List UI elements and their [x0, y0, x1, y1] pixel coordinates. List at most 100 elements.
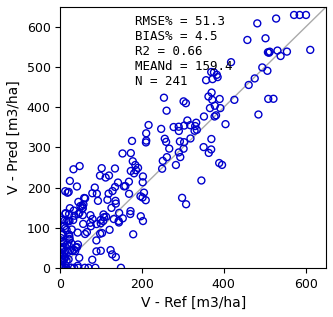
- Point: [94, 238, 99, 243]
- Point: [98, 231, 103, 236]
- Point: [116, 218, 121, 223]
- Point: [112, 184, 118, 190]
- Point: [67, 232, 72, 237]
- Point: [69, 227, 74, 232]
- Point: [71, 217, 76, 223]
- Point: [104, 214, 109, 219]
- Point: [278, 54, 283, 59]
- Point: [212, 114, 217, 119]
- Point: [84, 230, 90, 235]
- Point: [66, 243, 71, 248]
- Point: [88, 213, 93, 218]
- Point: [176, 124, 181, 129]
- Point: [266, 50, 272, 55]
- Point: [185, 118, 190, 123]
- Point: [115, 180, 121, 185]
- Point: [128, 209, 133, 214]
- Point: [74, 245, 80, 250]
- Point: [60, 258, 65, 263]
- Point: [58, 250, 63, 255]
- Point: [128, 211, 133, 217]
- Point: [127, 191, 132, 196]
- Point: [113, 198, 118, 204]
- Point: [80, 204, 85, 209]
- Point: [188, 136, 193, 141]
- Point: [95, 198, 101, 204]
- Point: [94, 249, 99, 254]
- Point: [207, 106, 213, 111]
- Point: [217, 96, 222, 101]
- Point: [67, 237, 72, 242]
- Point: [201, 114, 206, 119]
- Point: [144, 138, 149, 143]
- Point: [59, 258, 64, 263]
- Point: [110, 252, 115, 257]
- Point: [66, 257, 71, 262]
- Point: [74, 184, 80, 189]
- Point: [62, 256, 67, 261]
- Point: [60, 265, 65, 270]
- Point: [160, 166, 165, 171]
- Point: [69, 265, 74, 270]
- Point: [126, 179, 132, 184]
- Point: [138, 214, 144, 219]
- Point: [265, 68, 270, 73]
- Point: [94, 191, 100, 196]
- Point: [140, 195, 145, 200]
- Point: [206, 94, 211, 99]
- Point: [65, 242, 70, 247]
- Point: [65, 190, 70, 195]
- Point: [255, 21, 260, 26]
- Point: [107, 227, 112, 232]
- Point: [58, 265, 63, 270]
- Point: [211, 70, 217, 75]
- Point: [98, 217, 103, 223]
- Point: [92, 185, 98, 190]
- Point: [75, 263, 81, 268]
- Point: [232, 97, 237, 102]
- Point: [173, 162, 178, 167]
- Point: [183, 101, 188, 106]
- Point: [128, 168, 134, 173]
- Point: [193, 120, 199, 125]
- Point: [208, 69, 214, 74]
- Point: [140, 218, 146, 223]
- Point: [117, 210, 122, 216]
- Point: [67, 234, 72, 239]
- Point: [110, 189, 115, 194]
- Point: [60, 231, 66, 236]
- Point: [60, 252, 66, 257]
- Point: [75, 242, 81, 247]
- Point: [63, 255, 68, 260]
- Point: [61, 241, 67, 246]
- Point: [81, 202, 86, 207]
- Point: [120, 151, 125, 156]
- Point: [160, 158, 166, 163]
- Point: [159, 126, 164, 132]
- Point: [62, 218, 67, 223]
- Point: [176, 150, 181, 155]
- Point: [181, 99, 186, 104]
- Point: [82, 196, 87, 201]
- Point: [99, 230, 105, 236]
- Point: [192, 128, 197, 133]
- Point: [266, 96, 271, 101]
- Point: [62, 223, 67, 229]
- Point: [284, 49, 290, 54]
- Point: [103, 175, 108, 180]
- Y-axis label: V - Pred [m3/ha]: V - Pred [m3/ha]: [7, 81, 21, 194]
- Point: [120, 216, 126, 221]
- Point: [275, 48, 280, 53]
- Point: [263, 36, 268, 41]
- Point: [83, 196, 88, 201]
- Point: [60, 247, 65, 252]
- Point: [140, 180, 146, 185]
- Point: [194, 127, 199, 132]
- Point: [65, 249, 71, 255]
- Point: [108, 248, 113, 253]
- Point: [86, 265, 91, 270]
- Point: [72, 265, 77, 270]
- Point: [81, 221, 86, 226]
- Point: [90, 191, 95, 196]
- Point: [67, 206, 73, 211]
